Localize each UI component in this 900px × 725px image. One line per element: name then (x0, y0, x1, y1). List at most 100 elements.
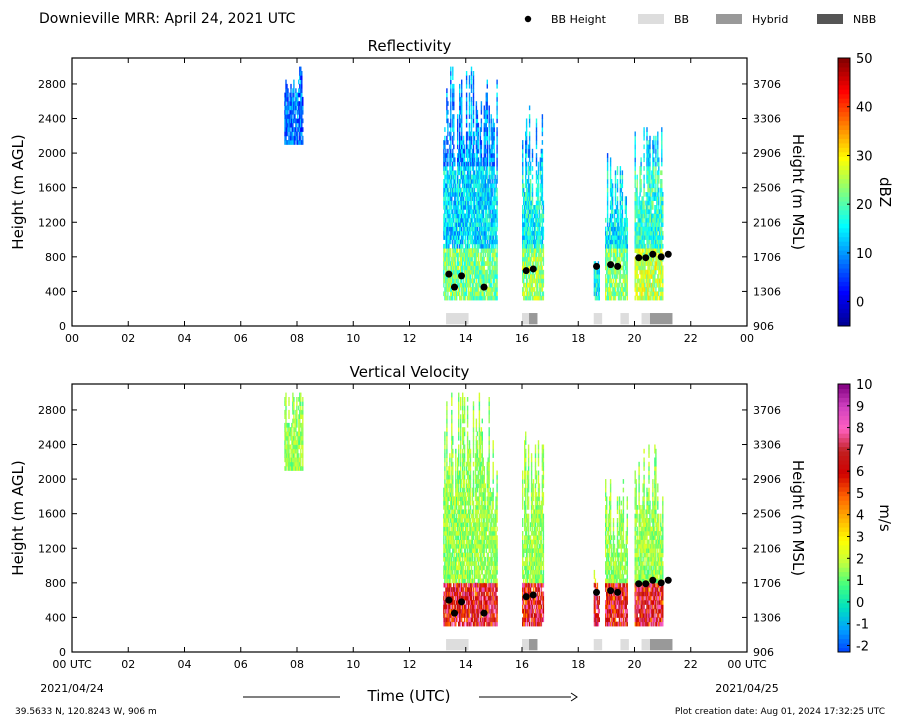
echo-cell (528, 166, 531, 171)
echo-cell (661, 291, 663, 297)
echo-cell (477, 183, 480, 189)
echo-cell (467, 282, 470, 288)
echo-cell (456, 222, 458, 227)
echo-cell (447, 196, 449, 201)
echo-cell (469, 230, 472, 236)
echo-cell (661, 226, 663, 232)
echo-cell (462, 222, 465, 227)
echo-cell (453, 144, 455, 150)
echo-cell (638, 222, 640, 227)
echo-cell (457, 183, 459, 189)
echo-cell (621, 174, 624, 180)
echo-cell (477, 187, 480, 193)
echo-cell (450, 144, 452, 150)
echo-cell (625, 226, 627, 232)
echo-cell (288, 135, 290, 141)
echo-cell (486, 135, 488, 141)
echo-cell (453, 582, 455, 588)
echo-cell (647, 291, 649, 297)
echo-cell (481, 226, 483, 232)
echo-cell (617, 213, 620, 219)
echo-cell (541, 183, 544, 189)
echo-cell (655, 179, 657, 184)
echo-cell (468, 256, 471, 262)
echo-cell (463, 157, 466, 163)
echo-cell (293, 405, 295, 411)
echo-cell (298, 435, 300, 441)
echo-cell (484, 222, 486, 227)
echo-cell (296, 401, 298, 406)
echo-cell (462, 170, 464, 176)
echo-cell (475, 144, 478, 150)
echo-cell (624, 243, 627, 249)
echo-cell (446, 531, 448, 536)
echo-cell (482, 217, 484, 223)
echo-cell (462, 148, 465, 154)
echo-cell (459, 88, 461, 93)
echo-cell (460, 192, 462, 197)
echo-cell (619, 200, 622, 206)
echo-cell (525, 239, 528, 245)
echo-cell (475, 209, 478, 214)
echo-cell (454, 209, 456, 214)
echo-cell (539, 230, 542, 236)
echo-cell (660, 200, 662, 206)
echo-cell (638, 248, 640, 253)
echo-cell (299, 105, 301, 111)
echo-cell (300, 409, 302, 415)
echo-cell (449, 539, 451, 545)
echo-cell (472, 282, 475, 288)
echo-cell (491, 200, 493, 206)
echo-cell (295, 422, 297, 428)
echo-cell (445, 269, 447, 275)
echo-cell (451, 166, 453, 171)
echo-cell (469, 174, 472, 180)
echo-cell (459, 226, 461, 232)
echo-cell (299, 140, 301, 145)
echo-cell (471, 261, 474, 266)
echo-cell (655, 183, 657, 189)
echo-cell (490, 239, 492, 245)
echo-cell (477, 217, 480, 223)
echo-cell (532, 222, 535, 227)
echo-cell (605, 265, 607, 271)
echo-cell (451, 265, 453, 271)
echo-cell (650, 213, 652, 219)
echo-cell (454, 226, 456, 232)
echo-cell (539, 252, 542, 258)
echo-cell (637, 261, 639, 266)
echo-cell (455, 291, 457, 297)
echo-cell (639, 295, 641, 301)
echo-cell (446, 222, 448, 227)
echo-cell (486, 243, 488, 249)
echo-cell (489, 274, 491, 279)
echo-cell (652, 269, 654, 275)
echo-cell (475, 278, 478, 284)
echo-cell (649, 174, 651, 180)
echo-cell (443, 548, 445, 553)
echo-cell (493, 122, 495, 128)
echo-cell (450, 161, 452, 167)
echo-cell (287, 122, 289, 128)
echo-cell (491, 140, 493, 145)
echo-cell (539, 213, 542, 219)
echo-cell (626, 243, 628, 249)
echo-cell (614, 269, 617, 275)
echo-cell (660, 209, 662, 214)
echo-cell (444, 261, 446, 266)
echo-cell (533, 209, 536, 214)
echo-cell (490, 278, 492, 284)
echo-cell (525, 196, 527, 201)
echo-cell (536, 187, 539, 193)
echo-cell (618, 291, 621, 297)
echo-cell (475, 196, 478, 201)
echo-cell (537, 217, 540, 223)
echo-cell (480, 166, 483, 171)
echo-cell (486, 222, 488, 227)
echo-cell (617, 230, 620, 236)
echo-cell (486, 144, 488, 150)
echo-cell (484, 161, 486, 167)
echo-cell (455, 248, 457, 253)
echo-cell (479, 196, 482, 201)
echo-cell (300, 405, 302, 411)
